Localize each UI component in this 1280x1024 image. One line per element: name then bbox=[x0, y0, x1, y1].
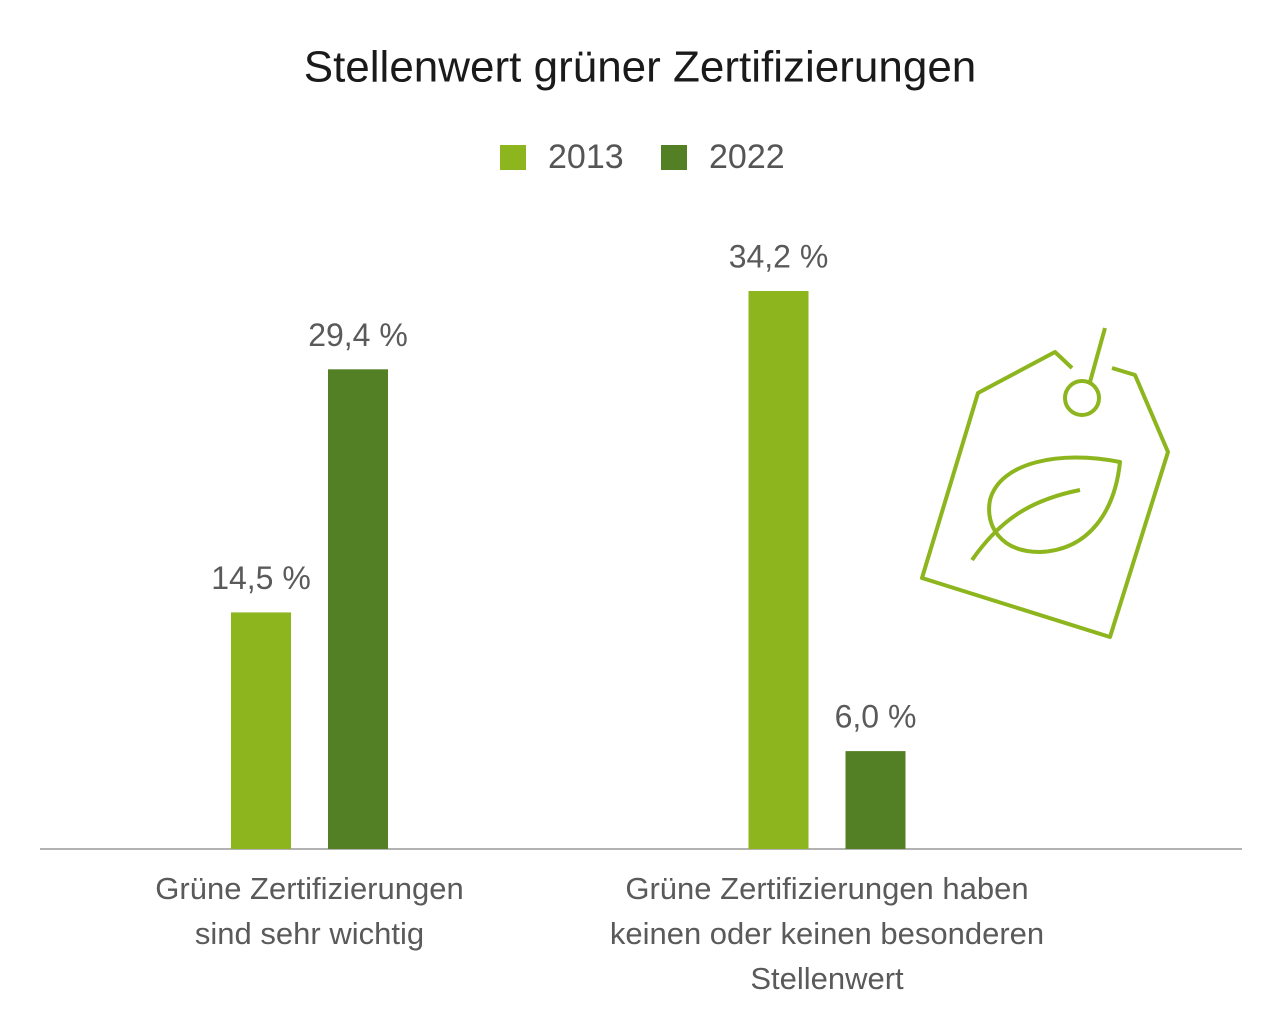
legend-swatch bbox=[661, 145, 687, 170]
bar bbox=[748, 291, 809, 849]
legend-swatch bbox=[500, 145, 526, 170]
value-label: 14,5 % bbox=[211, 560, 311, 596]
bar bbox=[845, 751, 906, 849]
bar bbox=[231, 612, 291, 849]
tag-icon bbox=[920, 327, 1170, 639]
value-label: 6,0 % bbox=[835, 699, 917, 735]
value-label: 29,4 % bbox=[308, 317, 408, 353]
legend-label: 2022 bbox=[709, 138, 785, 176]
legend-label: 2013 bbox=[548, 138, 624, 176]
value-label: 34,2 % bbox=[729, 238, 829, 274]
x-tick-label: Grüne Zertifizierungen haben keinen oder… bbox=[609, 871, 1045, 996]
chart-title: Stellenwert grüner Zertifizierungen bbox=[304, 43, 977, 92]
x-tick-label: Grüne Zertifizierungen sind sehr wichtig bbox=[155, 871, 464, 951]
bar bbox=[328, 369, 388, 849]
